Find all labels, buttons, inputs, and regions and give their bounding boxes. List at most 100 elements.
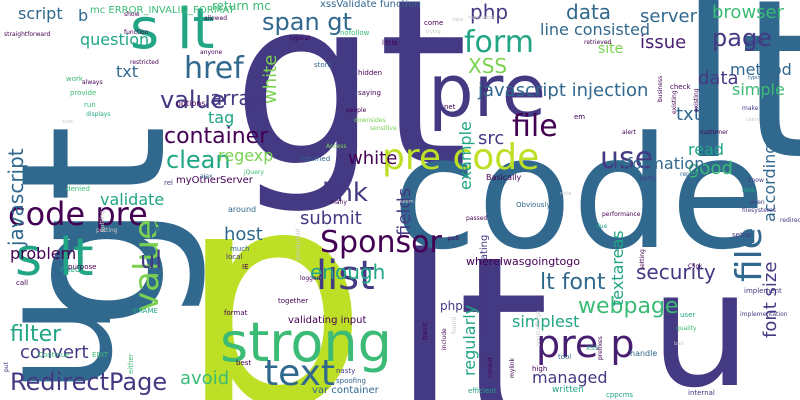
word-javascript-vertical: javascript [4,148,28,246]
word-fields-vertical: fields [394,187,415,236]
word-high-vertical: mylink [509,357,516,378]
word-lt-right: lt [678,0,800,208]
word-much: IE [242,263,249,271]
word-src: src [478,128,505,149]
word-simplest: simplest [512,312,580,331]
word-validating-input-vertical: injection validating [479,234,490,330]
word-net-vertical: C [483,87,490,92]
word-clear: performance [602,211,641,218]
word-text: Sponsor [320,225,442,260]
word-even: party [640,175,656,182]
word-code-large: code [392,103,766,284]
word-displays: nofollow [340,29,370,37]
word-call: best [236,359,252,367]
word-internal: spoofing [336,377,366,385]
word-page: page [712,24,772,52]
word-span-gt: span gt [262,8,352,36]
word-allowed: restricted [130,59,159,66]
word-reports: know [748,177,764,184]
word-ad: call [16,279,29,287]
word-list: text [264,353,336,394]
word-cppcms: nasty [336,367,356,375]
word-setup: filesystems [742,207,776,214]
word-good: information [612,154,705,173]
word-xss: XSS [468,54,508,78]
word-redirectpage: RedirectPage [10,368,168,396]
word-problem: problem [10,244,77,263]
word-lt-huge: lt [392,207,550,400]
word-method: method [730,60,792,79]
word-purpose: denied [66,185,90,193]
word-written: internal [688,389,715,397]
word-typical: show [124,11,140,18]
word-trying: trying [426,29,441,35]
word-obviously: due [596,223,608,230]
word-options: written [552,385,584,395]
word-html: list [316,253,375,299]
word-redirects: testing [744,39,765,46]
word-submit: submit [300,208,362,229]
word-make: customer [700,129,729,136]
word-sourceforge: alert [622,129,636,136]
word-injection-validating: myOtherServer [176,175,253,186]
word-host: host [224,224,263,245]
word-var-container: whereIwasgoingtogo [466,255,580,268]
word-read: good [688,158,733,179]
word-white: white [348,148,398,169]
word-little: saying [358,89,381,97]
word-anyone: typical [290,35,311,42]
word-mylink-vertical: prefixes [597,336,604,360]
word-sensitive: downsides [354,117,386,124]
word-li: li [148,220,161,245]
word-form: href [184,51,244,86]
word-clean: question [80,30,150,49]
word-another: container [164,124,269,149]
word-issue: issue [640,32,687,53]
word-know: even [750,199,765,206]
word-gt-s: s lt [130,0,215,62]
word-restricted: anyone [200,49,223,56]
word-server: server [640,6,697,27]
word-pull: Obviously [516,201,551,209]
word-information-vertical: textareas [608,230,627,306]
word-note: check [670,83,691,91]
word-basic: many [330,199,347,206]
word-filter: filter [10,322,62,347]
word-array: regexp [218,146,274,165]
word-local: IFRAME [132,307,158,315]
word-ul: ul [140,246,162,274]
word-alert: em [574,113,586,121]
word-avoid: avoid [180,368,230,389]
word-regexp: txt [116,62,139,81]
word-always: allowed [204,15,228,22]
word-click: sensitive [370,125,397,132]
word-either: provide [70,89,97,97]
word-u-right: u [650,236,752,400]
word-sponsor-tag: php [440,299,463,313]
word-filesystems: implementation [740,311,788,318]
word-work: displays [86,111,111,118]
word-lt-font: lt font [540,270,606,295]
word-container: validate [100,190,165,209]
word-ie: purpose [68,263,97,271]
word-allow-vertical: white [260,54,281,104]
word-strong: strong [220,311,392,374]
word-textareas: tag [208,108,235,127]
word-around: local [226,253,243,261]
word-efficient: cppcms [606,391,634,399]
word-security: security [636,260,716,284]
word-webpage: webpage [578,294,679,319]
word-people: Access [326,143,347,150]
word-example-vertical: example [456,121,475,190]
word-downsides-vertical: include [441,328,448,350]
word-best: together [278,297,309,305]
word-denied: Continue [38,351,70,359]
word-validate: javascript injection [478,80,649,101]
word-party: note [560,191,572,197]
word-em: net [444,103,456,111]
word-pre-code: pre code [382,137,540,178]
word-xssvalidate: var container [312,385,379,396]
word-setting-vertical: found [451,316,458,334]
word-prefixes: handle [630,349,658,358]
